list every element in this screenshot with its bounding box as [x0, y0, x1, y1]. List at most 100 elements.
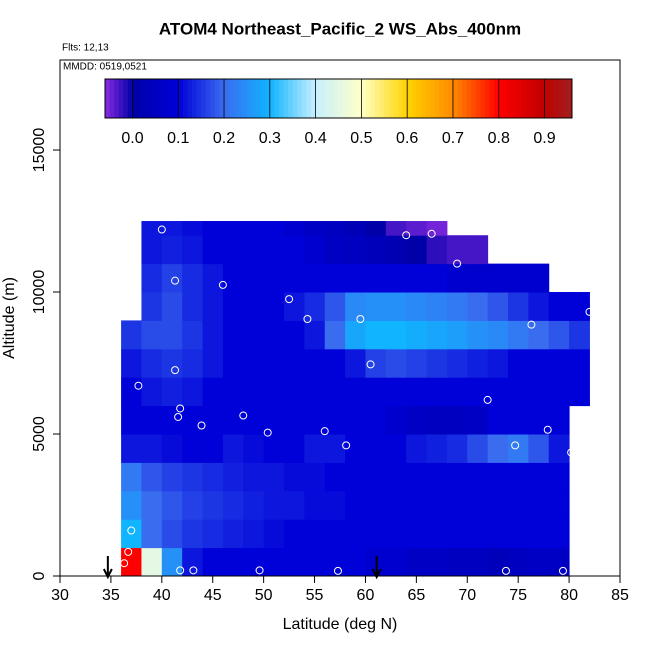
heatmap-cell — [182, 490, 204, 520]
colorbar-cell — [210, 79, 216, 118]
colorbar-cell — [201, 79, 207, 118]
heatmap-cell — [202, 405, 224, 435]
heatmap-cell — [385, 263, 407, 293]
colorbar-cell — [503, 79, 509, 118]
colorbar-cell — [338, 79, 344, 118]
heatmap-cell — [324, 519, 346, 549]
heatmap-cell — [467, 519, 489, 549]
heatmap-cell — [528, 490, 550, 520]
flight-point — [263, 428, 272, 437]
heatmap-cell — [182, 462, 204, 492]
flight-point — [543, 425, 552, 434]
heatmap-cell — [345, 547, 366, 577]
heatmap-cell — [487, 462, 509, 492]
heatmap-cell — [263, 348, 285, 378]
colorbar-cell — [237, 79, 243, 118]
heatmap-cell — [324, 377, 346, 407]
heatmap-cell — [548, 519, 570, 549]
colorbar-cell — [567, 79, 573, 118]
heatmap-cell — [284, 263, 305, 293]
heatmap-cell — [345, 377, 366, 407]
heatmap-cell — [548, 405, 570, 435]
colorbar-tick-label: 0.2 — [213, 130, 235, 147]
colorbar-cell — [118, 79, 124, 118]
heatmap-cell — [202, 221, 224, 236]
colorbar-cell — [466, 79, 472, 118]
flight-point — [527, 320, 536, 329]
heatmap-cell — [161, 490, 183, 520]
x-tick-label: 55 — [306, 587, 324, 604]
heatmap-cell — [202, 519, 224, 549]
colorbar-tick-label: 0.4 — [304, 130, 326, 147]
heatmap-cell — [284, 320, 305, 350]
colorbar-cell — [558, 79, 564, 118]
colorbar-cell — [443, 79, 449, 118]
heatmap-cell — [508, 263, 529, 293]
heatmap-cell — [385, 235, 407, 265]
colorbar-cell — [187, 79, 193, 118]
colorbar-cell — [105, 79, 111, 118]
heatmap-cell — [304, 221, 326, 236]
colorbar-tick-label: 0.7 — [442, 130, 464, 147]
heatmap-cell — [121, 462, 142, 492]
heatmap-cell — [385, 519, 407, 549]
heatmap-cell — [182, 519, 204, 549]
heatmap-cell — [508, 519, 529, 549]
heatmap-cell — [528, 320, 550, 350]
heatmap-cell — [385, 292, 407, 321]
heatmap-cell — [569, 320, 590, 350]
x-tick-label: 50 — [255, 587, 273, 604]
heatmap-cell — [324, 348, 346, 378]
heatmap-cell — [243, 547, 265, 577]
heatmap-cell — [263, 434, 285, 463]
colorbar-cell — [182, 79, 188, 118]
colorbar-cell — [219, 79, 225, 118]
heatmap-cell — [365, 462, 387, 492]
colorbar-cell — [320, 79, 326, 118]
colorbar-cell — [228, 79, 234, 118]
flight-point — [255, 566, 264, 575]
heatmap-cell — [365, 263, 387, 293]
heatmap-cell — [385, 490, 407, 520]
heatmap-cell — [446, 519, 468, 549]
heatmap-cell — [385, 547, 407, 577]
colorbar-cell — [384, 79, 390, 118]
x-tick-label: 85 — [611, 587, 629, 604]
heatmap-cell — [345, 490, 366, 520]
heatmap-cell — [284, 434, 305, 463]
heatmap-cell — [222, 434, 244, 463]
heatmap-cell — [446, 434, 468, 463]
flight-point — [585, 307, 594, 316]
flight-point — [218, 280, 227, 289]
colorbar-cell — [329, 79, 335, 118]
heatmap-cell — [263, 320, 285, 350]
heatmap-cell — [202, 547, 224, 577]
heatmap-cell — [487, 547, 509, 577]
heatmap-cell — [161, 462, 183, 492]
heatmap-cell — [426, 348, 448, 378]
heatmap-cell — [243, 320, 265, 350]
heatmap-cell — [345, 221, 366, 236]
heatmap-cell — [467, 462, 489, 492]
colorbar-cell — [132, 79, 138, 118]
heatmap-cell — [304, 405, 326, 435]
heatmap-cell — [528, 519, 550, 549]
heatmap-cell — [345, 292, 366, 321]
heatmap-cell — [528, 348, 550, 378]
heatmap-cell — [222, 405, 244, 435]
heatmap-cell — [508, 292, 529, 321]
heatmap-cell — [406, 263, 428, 293]
heatmap-cell — [548, 377, 570, 407]
heatmap-cell — [345, 263, 366, 293]
heatmap-cell — [202, 292, 224, 321]
flight-point — [124, 547, 133, 556]
flight-point — [109, 455, 118, 464]
flight-point — [174, 412, 183, 421]
colorbar-cell — [549, 79, 555, 118]
heatmap-cell — [222, 292, 244, 321]
heatmap-cell — [345, 235, 366, 265]
heatmap-cell — [508, 547, 529, 577]
heatmap-cell — [263, 405, 285, 435]
heatmap-cell — [222, 377, 244, 407]
colorbar-cell — [297, 79, 303, 118]
